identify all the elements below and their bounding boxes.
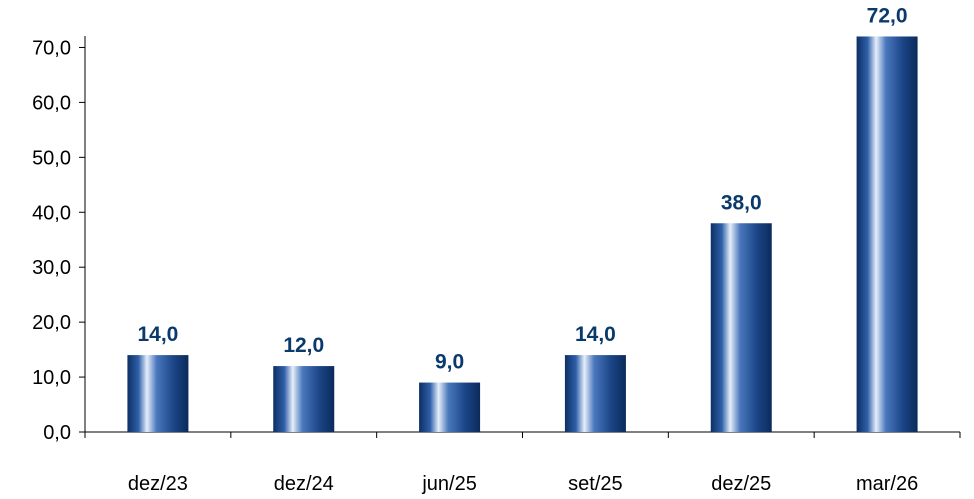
x-category-label: jun/25 — [421, 473, 477, 495]
y-tick-label: 70,0 — [32, 37, 71, 59]
y-tick-label: 60,0 — [32, 92, 71, 114]
bar-value-label: 9,0 — [435, 351, 464, 374]
bar-value-label: 14,0 — [137, 323, 178, 346]
y-tick-label: 30,0 — [32, 257, 71, 279]
bar-dez-24 — [273, 366, 335, 432]
bar-dez-25 — [710, 223, 772, 432]
y-tick-label: 20,0 — [32, 312, 71, 334]
bar-mar-26 — [856, 36, 918, 432]
data-labels-group: 14,0 12,0 9,0 14,0 38,0 72,0 — [137, 4, 907, 373]
x-category-label: dez/24 — [274, 473, 334, 495]
x-category-label: dez/23 — [128, 473, 188, 495]
y-tick-label: 10,0 — [32, 367, 71, 389]
y-tick-label: 50,0 — [32, 147, 71, 169]
bar-value-label: 14,0 — [575, 323, 616, 346]
bar-value-label: 38,0 — [721, 191, 762, 214]
y-tick-label: 40,0 — [32, 202, 71, 224]
bar-value-label: 72,0 — [867, 4, 908, 27]
x-axis: dez/23 dez/24 jun/25 set/25 dez/25 mar/26 — [84, 431, 961, 495]
bar-set-25 — [564, 355, 626, 432]
x-category-label: mar/26 — [856, 473, 918, 495]
y-tick-label: 0,0 — [43, 422, 71, 444]
bar-value-label: 12,0 — [283, 334, 324, 357]
x-category-label: dez/25 — [711, 473, 771, 495]
y-axis: 0,0 10,0 20,0 30,0 40,0 50,0 60,0 70,0 — [32, 36, 86, 444]
bars-group — [127, 36, 918, 432]
x-category-label: set/25 — [568, 473, 622, 495]
bar-jun-25 — [419, 382, 481, 432]
bar-dez-23 — [127, 355, 189, 432]
